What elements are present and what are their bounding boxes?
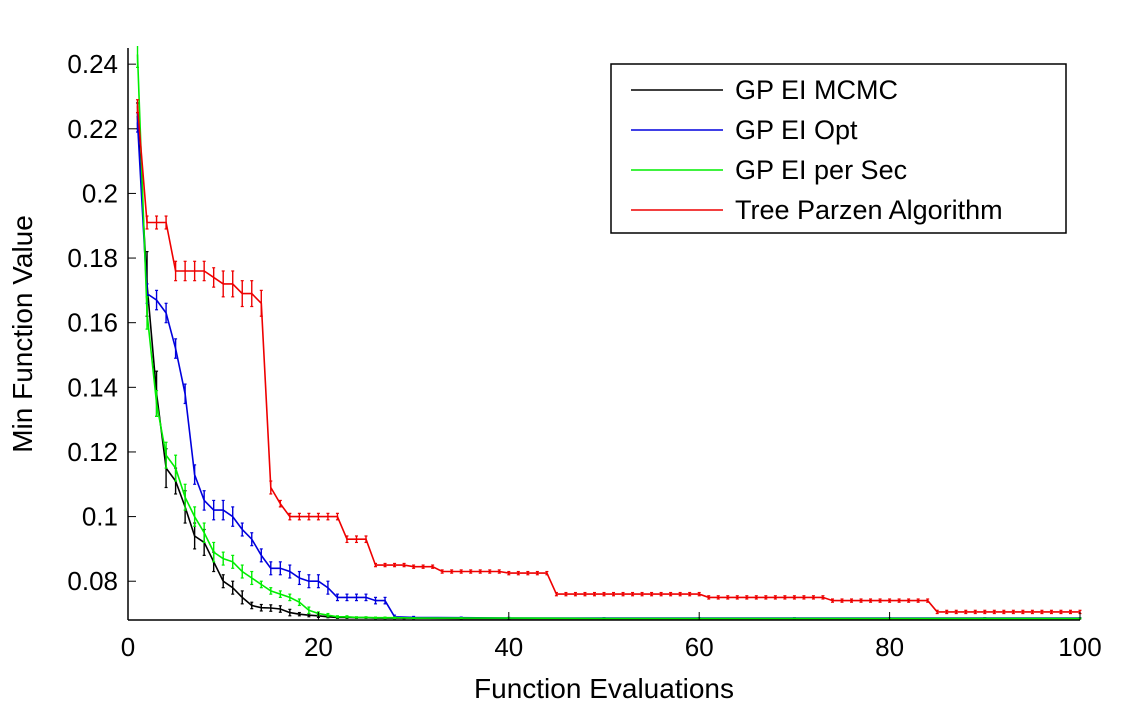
- y-axis-label: Min Function Value: [7, 215, 38, 453]
- legend-label: GP EI Opt: [735, 115, 858, 145]
- x-tick-label: 40: [494, 632, 523, 662]
- y-tick-label: 0.12: [67, 437, 118, 467]
- y-tick-label: 0.1: [82, 502, 118, 532]
- x-tick-label: 0: [121, 632, 135, 662]
- y-tick-label: 0.16: [67, 308, 118, 338]
- legend: GP EI MCMC GP EI Opt GP EI per Sec Tree Par…: [610, 63, 1067, 234]
- y-tick-label: 0.18: [67, 243, 118, 273]
- y-tick-label: 0.2: [82, 178, 118, 208]
- y-tick-label: 0.08: [67, 566, 118, 596]
- legend-label: GP EI MCMC: [735, 75, 898, 105]
- series-tree-parzen-algorithm: [136, 99, 1082, 615]
- y-tick-label: 0.14: [67, 372, 118, 402]
- series-line: [136, 106, 1080, 613]
- x-tick-label: 20: [304, 632, 333, 662]
- x-axis-label: Function Evaluations: [474, 673, 734, 704]
- y-tick-label: 0.24: [67, 49, 118, 79]
- x-tick-label: 80: [875, 632, 904, 662]
- legend-label: GP EI per Sec: [735, 155, 907, 185]
- axes: 0 20 40 60 80 100 0.08 0.1 0.12 0.14 0.16 0.18 0.2 0.…: [67, 48, 1102, 662]
- x-tick-label: 100: [1058, 632, 1101, 662]
- legend-label: Tree Parzen Algorithm: [735, 195, 1003, 225]
- legend-box: [610, 63, 1067, 234]
- x-tick-label: 60: [685, 632, 714, 662]
- y-tick-label: 0.22: [67, 114, 118, 144]
